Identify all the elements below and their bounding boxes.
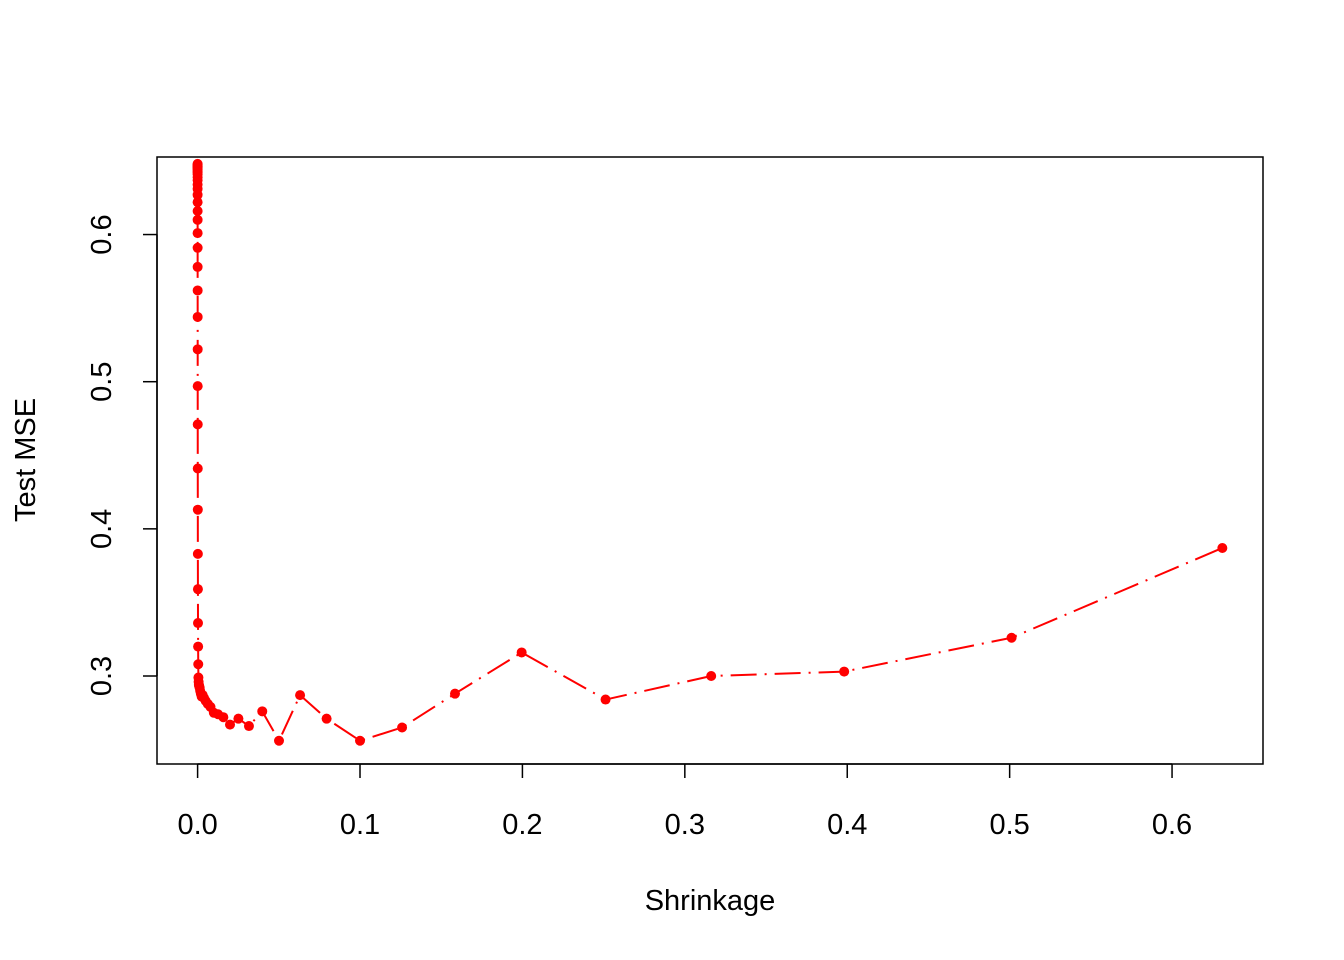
- data-point: [516, 647, 527, 658]
- data-point: [839, 666, 850, 677]
- data-point: [295, 690, 306, 701]
- x-tick-label: 0.1: [340, 809, 380, 841]
- y-tick-label: 0.4: [86, 509, 118, 549]
- data-point: [192, 189, 203, 200]
- data-point: [257, 706, 268, 717]
- data-point: [192, 228, 203, 239]
- y-tick-label: 0.6: [86, 214, 118, 254]
- data-point: [192, 463, 203, 474]
- data-point: [192, 214, 203, 225]
- data-point: [192, 548, 203, 559]
- data-point: [193, 659, 204, 670]
- x-tick-label: 0.2: [502, 809, 542, 841]
- data-point: [192, 381, 203, 392]
- x-tick-label: 0.6: [1152, 809, 1192, 841]
- y-axis-label: Test MSE: [10, 398, 42, 522]
- data-point: [192, 344, 203, 355]
- data-point: [192, 285, 203, 296]
- data-point: [233, 713, 244, 724]
- data-point: [321, 713, 332, 724]
- data-point: [192, 311, 203, 322]
- data-point: [192, 242, 203, 253]
- data-point: [192, 504, 203, 515]
- data-point: [193, 618, 204, 629]
- data-point: [274, 735, 285, 746]
- data-point: [450, 688, 461, 699]
- series-points: [192, 158, 1228, 746]
- x-axis-label: Shrinkage: [645, 885, 776, 917]
- x-tick-label: 0.4: [827, 809, 867, 841]
- data-point: [192, 261, 203, 272]
- data-point: [1217, 542, 1228, 553]
- data-point: [355, 735, 366, 746]
- x-tick-label: 0.0: [177, 809, 217, 841]
- data-point: [397, 722, 408, 733]
- y-tick-label: 0.5: [86, 362, 118, 402]
- data-point: [192, 197, 203, 208]
- data-point: [192, 419, 203, 430]
- y-axis: 0.3 0.4 0.5 0.6: [86, 214, 158, 696]
- data-point: [600, 694, 611, 705]
- data-point: [706, 671, 717, 682]
- data-point: [192, 584, 203, 595]
- data-point: [225, 719, 236, 730]
- x-tick-label: 0.5: [989, 809, 1029, 841]
- x-axis: 0.0 0.1 0.2 0.3 0.4 0.5 0.6: [177, 763, 1192, 841]
- data-point: [1006, 632, 1017, 643]
- data-point: [192, 206, 203, 217]
- data-point: [193, 641, 204, 652]
- x-tick-label: 0.3: [665, 809, 705, 841]
- data-point: [243, 721, 254, 732]
- data-point: [218, 712, 229, 723]
- y-tick-label: 0.3: [86, 656, 118, 696]
